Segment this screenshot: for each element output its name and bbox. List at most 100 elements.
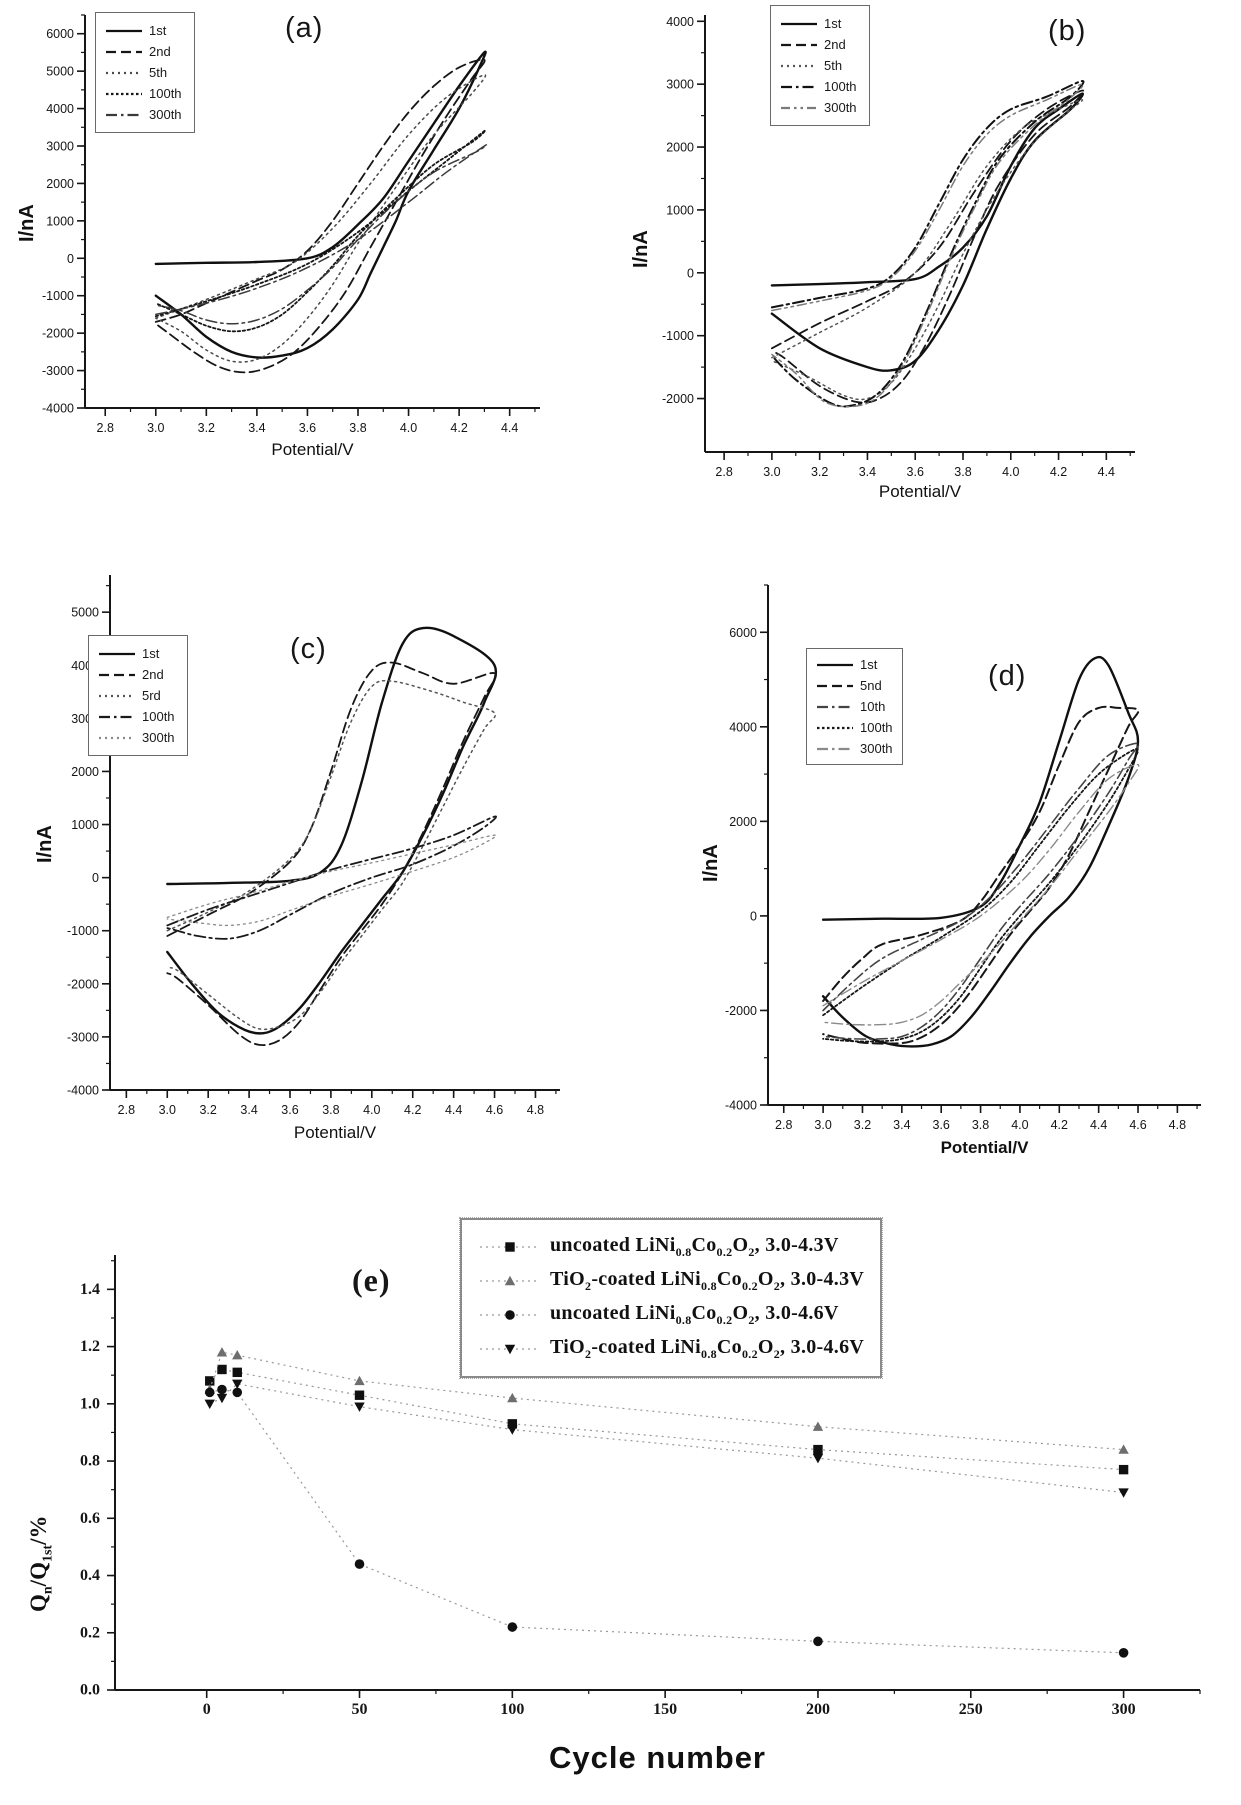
legend-label: 100th [860,720,893,735]
cv-chart-d: 2.8 3.0 3.2 3.4 3.6 3.8 4.0 4.2 4.4 4.6 4.8 -4000 -2… [725,584,1201,1132]
legend-item: 1st [105,20,182,41]
cv-curve-2nd [166,661,497,1047]
tick-labels: 2.8 3.0 3.2 3.4 3.6 3.8 4.0 4.2 4.4 4.6 4.8 -4000 -3… [67,606,544,1117]
x-tick-label: 3.2 [854,1118,871,1132]
tick-marks [760,584,1198,1113]
legend-line-swatch [99,652,135,655]
legend-label: TiO2-coated LiNi0.8Co0.2O2, 3.0-4.3V [550,1268,865,1293]
legend-label: 10th [860,699,886,714]
x-tick-label: 3.8 [972,1118,989,1132]
x-tick-label: 4.0 [1011,1118,1028,1132]
y-tick-label: 0.8 [80,1453,100,1470]
legend-marker-swatch [480,1310,540,1320]
legend-item: 5nd [816,675,893,696]
panel-c-yaxis-label: I/nA [34,825,56,863]
x-tick-label: 3.0 [814,1118,831,1132]
cv-panel-c: 2.8 3.0 3.2 3.4 3.6 3.8 4.0 4.2 4.4 4.6 4.8 -4000 -3… [0,545,605,1175]
legend-label: 300th [142,730,175,745]
legend-label: 300th [824,100,857,115]
legend-label: 300th [860,741,893,756]
legend-item: 2nd [105,41,182,62]
legend-label: 5rd [142,688,161,703]
cv-curve-5rd [166,679,497,1031]
x-tick-label: 50 [352,1701,368,1718]
x-tick-label: 100 [500,1701,524,1718]
x-tick-label: 4.8 [1169,1118,1186,1132]
x-tick-label: 3.0 [147,421,164,435]
legend-marker-swatch [480,1242,540,1252]
x-tick-label: 4.4 [1090,1118,1107,1132]
legend-label: 2nd [149,44,171,59]
y-tick-label: 1.2 [80,1338,100,1355]
x-tick-label: 4.2 [404,1103,421,1117]
legend-line-swatch [106,50,142,53]
x-tick-label: 150 [653,1701,677,1718]
x-tick-label: 3.0 [159,1103,176,1117]
x-tick-label: 2.8 [118,1103,135,1117]
y-tick-label: -3000 [67,1030,99,1044]
x-tick-label: 3.8 [322,1103,339,1117]
legend-line-swatch [817,747,853,750]
cv-curve-2nd [154,58,486,374]
legend-label: 1st [149,23,167,38]
legend-e: uncoated LiNi0.8Co0.2O2, 3.0-4.3V TiO2-co… [458,1217,884,1379]
series-connector-3 [209,1383,1124,1494]
y-tick-label: -4000 [67,1084,99,1098]
legend-b: 1st 2nd 5th 100th 300th [770,5,870,126]
y-tick-label: 3000 [46,140,74,154]
panel-d-title: (d) [988,660,1027,692]
legend-item: uncoated LiNi0.8Co0.2O2, 3.0-4.6V [478,1298,864,1332]
panel-b-xaxis-label: Potential/V [878,482,962,501]
y-tick-label: 0.4 [80,1567,100,1584]
cv-curves [154,50,488,374]
cv-chart-a: 2.8 3.0 3.2 3.4 3.6 3.8 4.0 4.2 4.4 -4000 -3000 -20… [42,14,540,435]
x-tick-label: 4.6 [1129,1118,1146,1132]
axes [114,1255,1200,1691]
legend-label: uncoated LiNi0.8Co0.2O2, 3.0-4.6V [550,1302,839,1327]
tick-labels: 2.8 3.0 3.2 3.4 3.6 3.8 4.0 4.2 4.4 -2000 -1000 0 10… [662,15,1115,479]
cv-panel-a: 2.8 3.0 3.2 3.4 3.6 3.8 4.0 4.2 4.4 -4000 -3000 -20… [0,0,605,535]
y-tick-label: 4000 [666,15,694,29]
panel-c-title: (c) [290,633,327,665]
y-tick-label: 0.2 [80,1624,100,1641]
cv-curves [770,79,1085,408]
x-tick-label: 250 [959,1701,983,1718]
cv-chart-b: 2.8 3.0 3.2 3.4 3.6 3.8 4.0 4.2 4.4 -2000 -1000 0 10… [662,15,1135,479]
legend-line-swatch [817,705,853,708]
legend-line-swatch [99,694,135,697]
legend-line-swatch [781,106,817,109]
legend-label: 1st [860,657,878,672]
legend-line-swatch [99,673,135,676]
panel-e-title: (e) [352,1262,391,1298]
legend-label: 2nd [824,37,846,52]
y-tick-label: -2000 [42,327,74,341]
legend-line-swatch [817,663,853,666]
x-tick-label: 3.6 [907,465,924,479]
series-markers-0 [205,1364,1129,1475]
legend-item: 2nd [98,664,175,685]
y-tick-label: -1000 [67,924,99,938]
legend-line-swatch [781,85,817,88]
panel-a-title: (a) [285,12,324,44]
cv-curve-1st [154,50,487,359]
y-tick-label: -2000 [67,977,99,991]
x-tick-label: 4.2 [1050,465,1067,479]
x-tick-label: 2.8 [97,421,114,435]
panel-b-yaxis-label: I/nA [630,230,652,268]
axes [767,585,1201,1106]
series-connector-0 [209,1368,1124,1471]
x-tick-label: 4.0 [363,1103,380,1117]
legend-line-swatch [781,22,817,25]
cv-curve-100th [154,129,487,333]
legend-item: 1st [98,643,175,664]
x-tick-label: 0 [203,1701,211,1718]
y-tick-label: 1.4 [80,1281,100,1298]
panel-a-yaxis-label: I/nA [16,204,38,242]
tick-labels: 2.8 3.0 3.2 3.4 3.6 3.8 4.0 4.2 4.4 -4000 -3000 -20… [42,27,518,435]
legend-a: 1st 2nd 5th 100th 300th [95,12,195,133]
cycling-chart-e: 0 50 100 150 200 250 300 0.0 0.2 0.4 0.6 0.8 1.0 1.2 1… [80,1255,1201,1718]
panel-e-xaxis-label: Cycle number [548,1740,766,1775]
x-tick-label: 3.2 [811,465,828,479]
x-tick-label: 3.8 [954,465,971,479]
